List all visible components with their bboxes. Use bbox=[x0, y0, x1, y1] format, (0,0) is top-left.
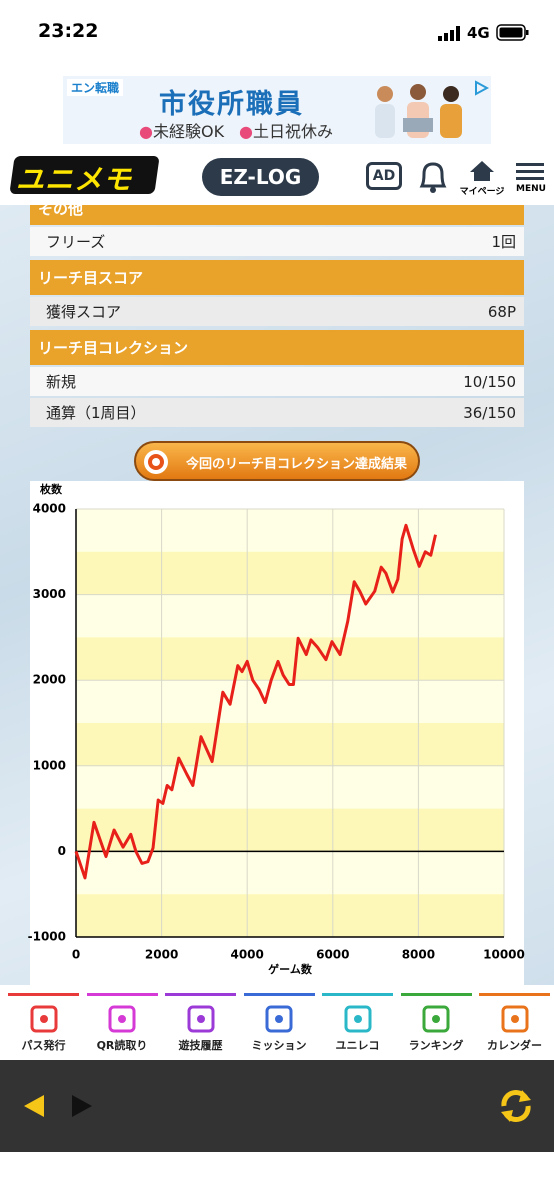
status-network: 4G bbox=[467, 24, 490, 42]
ad-headline: 市役所職員 bbox=[159, 89, 304, 120]
nav-item[interactable]: パス発行 bbox=[4, 993, 83, 1058]
y-axis-label: 枚数 bbox=[40, 482, 63, 496]
nav-item[interactable]: カレンダー bbox=[475, 993, 554, 1058]
row-value: 68P bbox=[487, 302, 516, 321]
nav-bar bbox=[479, 993, 550, 996]
x-tick-label: 0 bbox=[72, 948, 80, 962]
nav-bar bbox=[400, 993, 472, 996]
bell-icon[interactable] bbox=[416, 158, 450, 196]
table-row: 通算（1周目） 36/150 bbox=[30, 398, 524, 427]
nav-item[interactable]: QR読取り bbox=[83, 993, 162, 1058]
forward-icon[interactable] bbox=[70, 1094, 94, 1118]
x-tick-label: 8000 bbox=[402, 948, 435, 962]
ad-button[interactable]: AD bbox=[366, 162, 402, 190]
section-header: リーチ目コレクション bbox=[30, 330, 524, 365]
y-tick-label: 2000 bbox=[33, 673, 66, 687]
plot-band bbox=[76, 894, 504, 937]
status-time: 23:22 bbox=[38, 20, 99, 42]
ad-tag-text: 土日祝休み bbox=[252, 122, 333, 141]
home-icon[interactable] bbox=[469, 160, 495, 182]
row-value: 10/150 bbox=[463, 372, 516, 391]
ad-illustration bbox=[375, 84, 462, 138]
menu-label[interactable]: MENU bbox=[516, 184, 546, 194]
plot-band bbox=[76, 808, 504, 852]
ad-tag: ●未経験OK bbox=[139, 122, 225, 141]
table-row: フリーズ 1回 bbox=[30, 227, 524, 256]
result-button[interactable]: 今回のリーチ目コレクション達成結果 bbox=[134, 441, 420, 481]
chart: -1000 0 1000 2000 3000 4000 0 2000 4000 6000 8000 1… bbox=[28, 482, 525, 976]
plot-band bbox=[76, 723, 504, 766]
plot-band bbox=[76, 637, 504, 681]
y-tick-label: 4000 bbox=[33, 502, 66, 516]
logo[interactable]: ユニメモ bbox=[16, 163, 133, 196]
nav-bar bbox=[322, 993, 393, 996]
section-header: その他 bbox=[30, 205, 524, 225]
nav-label: ユニレコ bbox=[335, 1039, 380, 1052]
x-axis-label: ゲーム数 bbox=[268, 962, 313, 976]
nav-icon bbox=[108, 1005, 136, 1033]
x-tick-label: 2000 bbox=[145, 948, 178, 962]
ad-tag-text: 未経験OK bbox=[152, 122, 225, 141]
nav-bar bbox=[243, 993, 315, 996]
nav-icon bbox=[344, 1005, 371, 1033]
x-tick-label: 10000 bbox=[483, 948, 525, 962]
plot-band bbox=[76, 551, 504, 595]
back-icon[interactable] bbox=[22, 1094, 46, 1118]
x-tick-label: 4000 bbox=[230, 948, 263, 962]
nav-icon bbox=[422, 1005, 450, 1033]
ad-choice-icon[interactable] bbox=[473, 80, 489, 96]
nav-icon bbox=[30, 1005, 57, 1033]
nav-item[interactable]: ミッション bbox=[240, 993, 319, 1058]
row-label: フリーズ bbox=[46, 233, 106, 251]
nav-label: ミッション bbox=[251, 1039, 307, 1052]
section-header: リーチ目スコア bbox=[30, 260, 524, 295]
menu-icon[interactable] bbox=[516, 162, 544, 182]
y-tick-label: 0 bbox=[58, 844, 66, 858]
x-tick-label: 6000 bbox=[316, 948, 349, 962]
nav-icon bbox=[501, 1005, 528, 1033]
nav-bar bbox=[165, 993, 236, 996]
browser-toolbar bbox=[0, 1060, 554, 1152]
row-label: 通算（1周目） bbox=[46, 404, 146, 422]
nav-icon bbox=[187, 1005, 214, 1033]
y-tick-label: 3000 bbox=[33, 587, 66, 601]
signal-icon bbox=[438, 26, 460, 41]
ez-log-button[interactable]: EZ-LOG bbox=[202, 158, 319, 196]
y-tick-label: 1000 bbox=[33, 758, 66, 772]
target-icon bbox=[144, 450, 168, 474]
table-row: 獲得スコア 68P bbox=[30, 297, 524, 326]
nav-item[interactable]: 遊技履歴 bbox=[161, 993, 240, 1058]
ad-banner[interactable]: エン転職 市役所職員 ●未経験OK ●土日祝休み bbox=[63, 76, 491, 144]
battery-icon bbox=[496, 24, 529, 41]
nav-label: QR読取り bbox=[96, 1039, 148, 1052]
mypage-label[interactable]: マイページ bbox=[459, 187, 505, 197]
y-tick-label: -1000 bbox=[28, 930, 66, 944]
nav-label: ランキング bbox=[408, 1039, 464, 1052]
nav-item[interactable]: ユニレコ bbox=[318, 993, 397, 1058]
nav-icon bbox=[265, 1005, 293, 1033]
refresh-icon[interactable] bbox=[496, 1088, 536, 1124]
row-label: 新規 bbox=[46, 373, 77, 391]
nav-bar bbox=[8, 993, 79, 996]
ad-brand: エン転職 bbox=[67, 79, 124, 96]
nav-label: パス発行 bbox=[21, 1039, 66, 1052]
nav-label: カレンダー bbox=[487, 1039, 542, 1052]
data-line bbox=[74, 523, 437, 880]
table-row: 新規 10/150 bbox=[30, 367, 524, 396]
result-button-label: 今回のリーチ目コレクション達成結果 bbox=[186, 457, 408, 472]
nav-bar bbox=[86, 993, 158, 996]
row-value: 36/150 bbox=[463, 403, 516, 422]
nav-label: 遊技履歴 bbox=[178, 1039, 223, 1052]
row-label: 獲得スコア bbox=[46, 303, 122, 321]
nav-item[interactable]: ランキング bbox=[397, 993, 476, 1058]
ad-tag: ●土日祝休み bbox=[239, 122, 333, 141]
row-value: 1回 bbox=[491, 233, 516, 251]
